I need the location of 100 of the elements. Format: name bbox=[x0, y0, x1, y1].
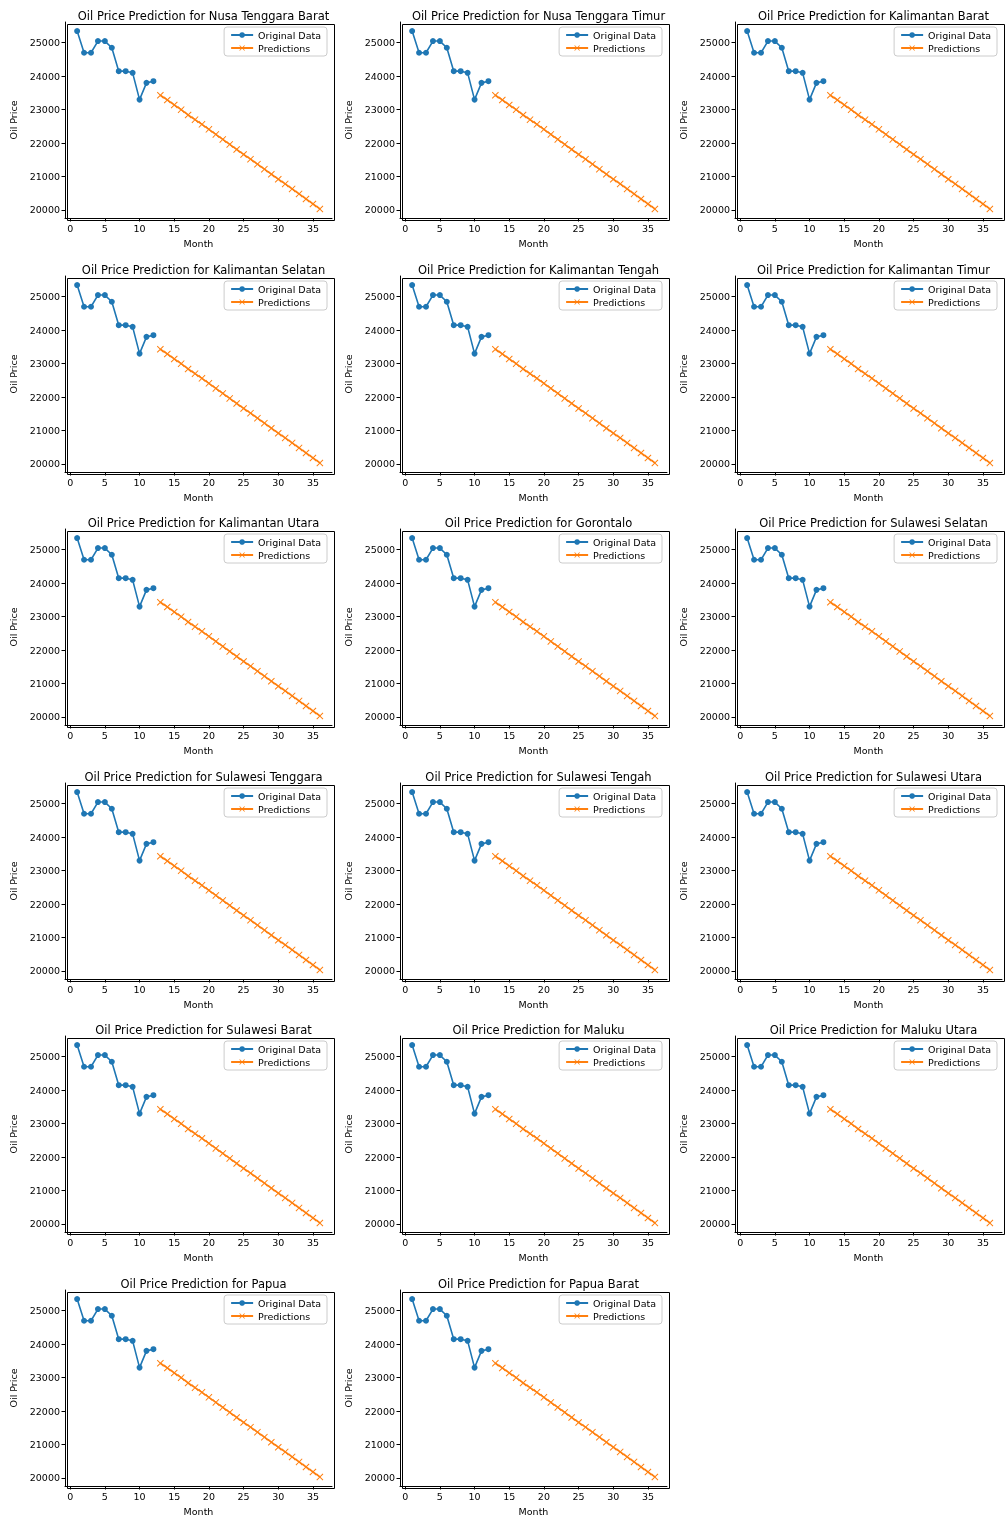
point bbox=[163, 1110, 171, 1118]
point bbox=[136, 603, 143, 610]
point bbox=[129, 830, 136, 837]
y-tick-label: 23000 bbox=[364, 104, 395, 116]
y-axis-title: Oil Price bbox=[343, 607, 355, 647]
point bbox=[443, 298, 450, 305]
point bbox=[806, 857, 813, 864]
point bbox=[526, 369, 534, 377]
point bbox=[150, 1345, 157, 1352]
point bbox=[758, 556, 765, 563]
legend-label: Predictions bbox=[593, 42, 646, 54]
x-tick-label: 0 bbox=[67, 1236, 74, 1248]
y-tick-label: 22000 bbox=[29, 644, 60, 656]
x-tick-label: 15 bbox=[838, 983, 851, 994]
point bbox=[771, 38, 778, 45]
x-axis-title: Month bbox=[183, 1505, 214, 1516]
point bbox=[150, 1092, 157, 1099]
y-axis-title: Oil Price bbox=[678, 1114, 690, 1154]
point bbox=[281, 687, 289, 695]
point bbox=[260, 1179, 268, 1187]
y-tick-label: 25000 bbox=[29, 1051, 60, 1063]
point bbox=[212, 384, 220, 392]
point bbox=[561, 394, 569, 402]
point bbox=[136, 96, 143, 103]
x-tick-label: 10 bbox=[803, 222, 816, 234]
point bbox=[115, 68, 122, 75]
x-tick-label: 30 bbox=[607, 476, 620, 487]
x-tick-label: 10 bbox=[133, 222, 146, 234]
point bbox=[457, 1335, 464, 1342]
y-axis-title: Oil Price bbox=[8, 1114, 20, 1154]
x-tick-label: 20 bbox=[202, 729, 215, 741]
point bbox=[198, 374, 206, 382]
point bbox=[219, 389, 227, 397]
point bbox=[81, 49, 88, 56]
y-tick-label: 25000 bbox=[364, 1051, 395, 1063]
x-tick-label: 15 bbox=[503, 1236, 516, 1248]
y-axis-title: Oil Price bbox=[343, 353, 355, 393]
point bbox=[423, 303, 430, 310]
point bbox=[429, 38, 436, 45]
point bbox=[274, 682, 282, 690]
point bbox=[464, 1083, 471, 1090]
point bbox=[744, 535, 751, 542]
point bbox=[464, 830, 471, 837]
y-tick-label: 24000 bbox=[699, 577, 730, 589]
point bbox=[143, 840, 150, 847]
point bbox=[820, 585, 827, 592]
point bbox=[267, 424, 275, 432]
y-tick-label: 24000 bbox=[699, 70, 730, 82]
point bbox=[868, 881, 876, 889]
x-tick-label: 30 bbox=[272, 222, 285, 234]
x-tick-label: 5 bbox=[771, 983, 778, 994]
x-tick-label: 30 bbox=[942, 476, 955, 487]
y-axis-title: Oil Price bbox=[678, 353, 690, 393]
x-tick-label: 20 bbox=[537, 983, 550, 994]
point bbox=[785, 1082, 792, 1089]
y-tick-label: 21000 bbox=[699, 171, 730, 183]
point bbox=[205, 632, 213, 640]
point bbox=[937, 1184, 945, 1192]
point bbox=[937, 424, 945, 432]
point bbox=[108, 805, 115, 812]
point bbox=[423, 1063, 430, 1070]
point bbox=[554, 896, 562, 904]
point bbox=[847, 359, 855, 367]
x-tick-label: 25 bbox=[907, 983, 920, 994]
x-tick-label: 0 bbox=[67, 476, 74, 487]
point bbox=[833, 1110, 841, 1118]
point bbox=[267, 170, 275, 178]
point bbox=[74, 281, 81, 288]
legend-label: Predictions bbox=[928, 549, 981, 561]
x-tick-label: 35 bbox=[306, 729, 319, 741]
point bbox=[485, 1092, 492, 1099]
y-tick-label: 22000 bbox=[29, 391, 60, 403]
point bbox=[582, 409, 590, 417]
y-tick-label: 20000 bbox=[364, 1218, 395, 1230]
point bbox=[74, 535, 81, 542]
y-tick-label: 24000 bbox=[29, 831, 60, 843]
x-tick-label: 30 bbox=[942, 222, 955, 234]
point bbox=[595, 419, 603, 427]
x-tick-label: 0 bbox=[737, 476, 744, 487]
x-axis-title: Month bbox=[183, 237, 214, 249]
x-axis-title: Month bbox=[853, 1251, 884, 1263]
point bbox=[457, 68, 464, 75]
point bbox=[616, 687, 624, 695]
point bbox=[464, 69, 471, 76]
point bbox=[917, 1169, 925, 1177]
point bbox=[616, 433, 624, 441]
point bbox=[443, 805, 450, 812]
point bbox=[436, 38, 443, 45]
x-tick-label: 15 bbox=[503, 1490, 516, 1501]
x-tick-label: 5 bbox=[101, 476, 108, 487]
chart-title: Oil Price Prediction for Papua Barat bbox=[437, 1276, 640, 1291]
point bbox=[429, 291, 436, 298]
point bbox=[485, 838, 492, 845]
point bbox=[191, 1383, 199, 1391]
point bbox=[163, 349, 171, 357]
point bbox=[951, 687, 959, 695]
point bbox=[478, 586, 485, 593]
point bbox=[547, 384, 555, 392]
point bbox=[917, 662, 925, 670]
y-tick-label: 21000 bbox=[364, 1185, 395, 1197]
